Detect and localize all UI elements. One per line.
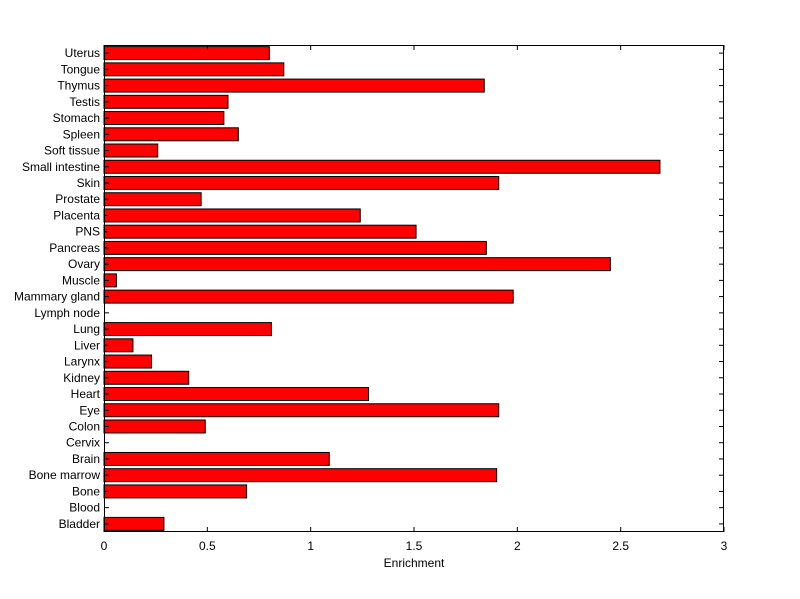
bar-testis — [103, 94, 229, 109]
x-tick-label: 1 — [307, 539, 314, 553]
bar-eye — [103, 403, 500, 418]
bar-tongue — [103, 62, 285, 77]
y-tick-label: Blood — [69, 501, 100, 515]
y-tick-label: Larynx — [64, 355, 100, 369]
y-tick-label: Stomach — [53, 111, 100, 125]
bar-thymus — [103, 78, 485, 93]
y-tick-label: Kidney — [63, 371, 100, 385]
bar-placenta — [103, 208, 361, 223]
bar-stomach — [103, 111, 225, 126]
y-tick-label: Muscle — [62, 273, 100, 287]
x-tick-label: 0 — [101, 539, 108, 553]
y-tick-label: Uterus — [65, 46, 100, 60]
y-tick-label: Spleen — [63, 127, 100, 141]
y-tick-label: Testis — [69, 95, 100, 109]
bar-colon — [103, 419, 206, 434]
bar-pns — [103, 224, 417, 239]
y-tick-label: Bladder — [59, 517, 100, 531]
bar-kidney — [103, 370, 190, 385]
bar-bone-marrow — [103, 468, 498, 483]
y-tick-label: Thymus — [57, 79, 100, 93]
x-tick-label: 1.5 — [406, 539, 423, 553]
labels-group: Bladder Blood Bone Bone marrow Brain Cervix Co… — [14, 46, 728, 553]
x-axis-title: Enrichment — [384, 556, 445, 570]
y-tick-label: Soft tissue — [44, 144, 100, 158]
bar-bone — [103, 484, 248, 499]
x-tick-label: 2 — [514, 539, 521, 553]
y-tick-label: Heart — [71, 387, 101, 401]
bar-prostate — [103, 192, 202, 207]
bar-heart — [103, 387, 370, 402]
y-tick-label: Cervix — [66, 436, 100, 450]
bar-ovary — [103, 257, 611, 272]
bar-skin — [103, 175, 500, 190]
y-tick-label: Ovary — [68, 257, 100, 271]
y-tick-label: Bone marrow — [29, 468, 101, 482]
y-tick-label: Lymph node — [34, 306, 100, 320]
bar-larynx — [103, 354, 153, 369]
plot-frame — [104, 45, 724, 532]
y-tick-label: Eye — [79, 403, 100, 417]
y-tick-label: Skin — [77, 176, 100, 190]
bar-pancreas — [103, 240, 487, 255]
y-tick-label: Pancreas — [49, 241, 100, 255]
bar-lung — [103, 322, 272, 337]
plot-area — [104, 45, 724, 532]
bar-bladder — [103, 516, 165, 531]
bar-spleen — [103, 127, 239, 142]
y-tick-label: Small intestine — [22, 160, 100, 174]
x-tick-label: 0.5 — [199, 539, 216, 553]
y-tick-label: Lung — [73, 322, 100, 336]
bar-mammary-gland — [103, 289, 514, 304]
y-tick-label: Bone — [72, 484, 100, 498]
bar-uterus — [103, 46, 270, 61]
y-tick-label: Prostate — [55, 192, 100, 206]
x-tick-label: 3 — [721, 539, 728, 553]
bar-brain — [103, 451, 330, 466]
y-tick-label: Brain — [72, 452, 100, 466]
bar-small-intestine — [103, 159, 661, 174]
y-tick-label: PNS — [75, 225, 100, 239]
x-tick-label: 2.5 — [612, 539, 629, 553]
y-tick-label: Mammary gland — [14, 290, 100, 304]
y-tick-label: Tongue — [61, 62, 101, 76]
y-tick-label: Colon — [69, 419, 100, 433]
y-tick-label: Liver — [74, 338, 100, 352]
y-tick-label: Placenta — [53, 208, 100, 222]
bar-soft-tissue — [103, 143, 159, 158]
